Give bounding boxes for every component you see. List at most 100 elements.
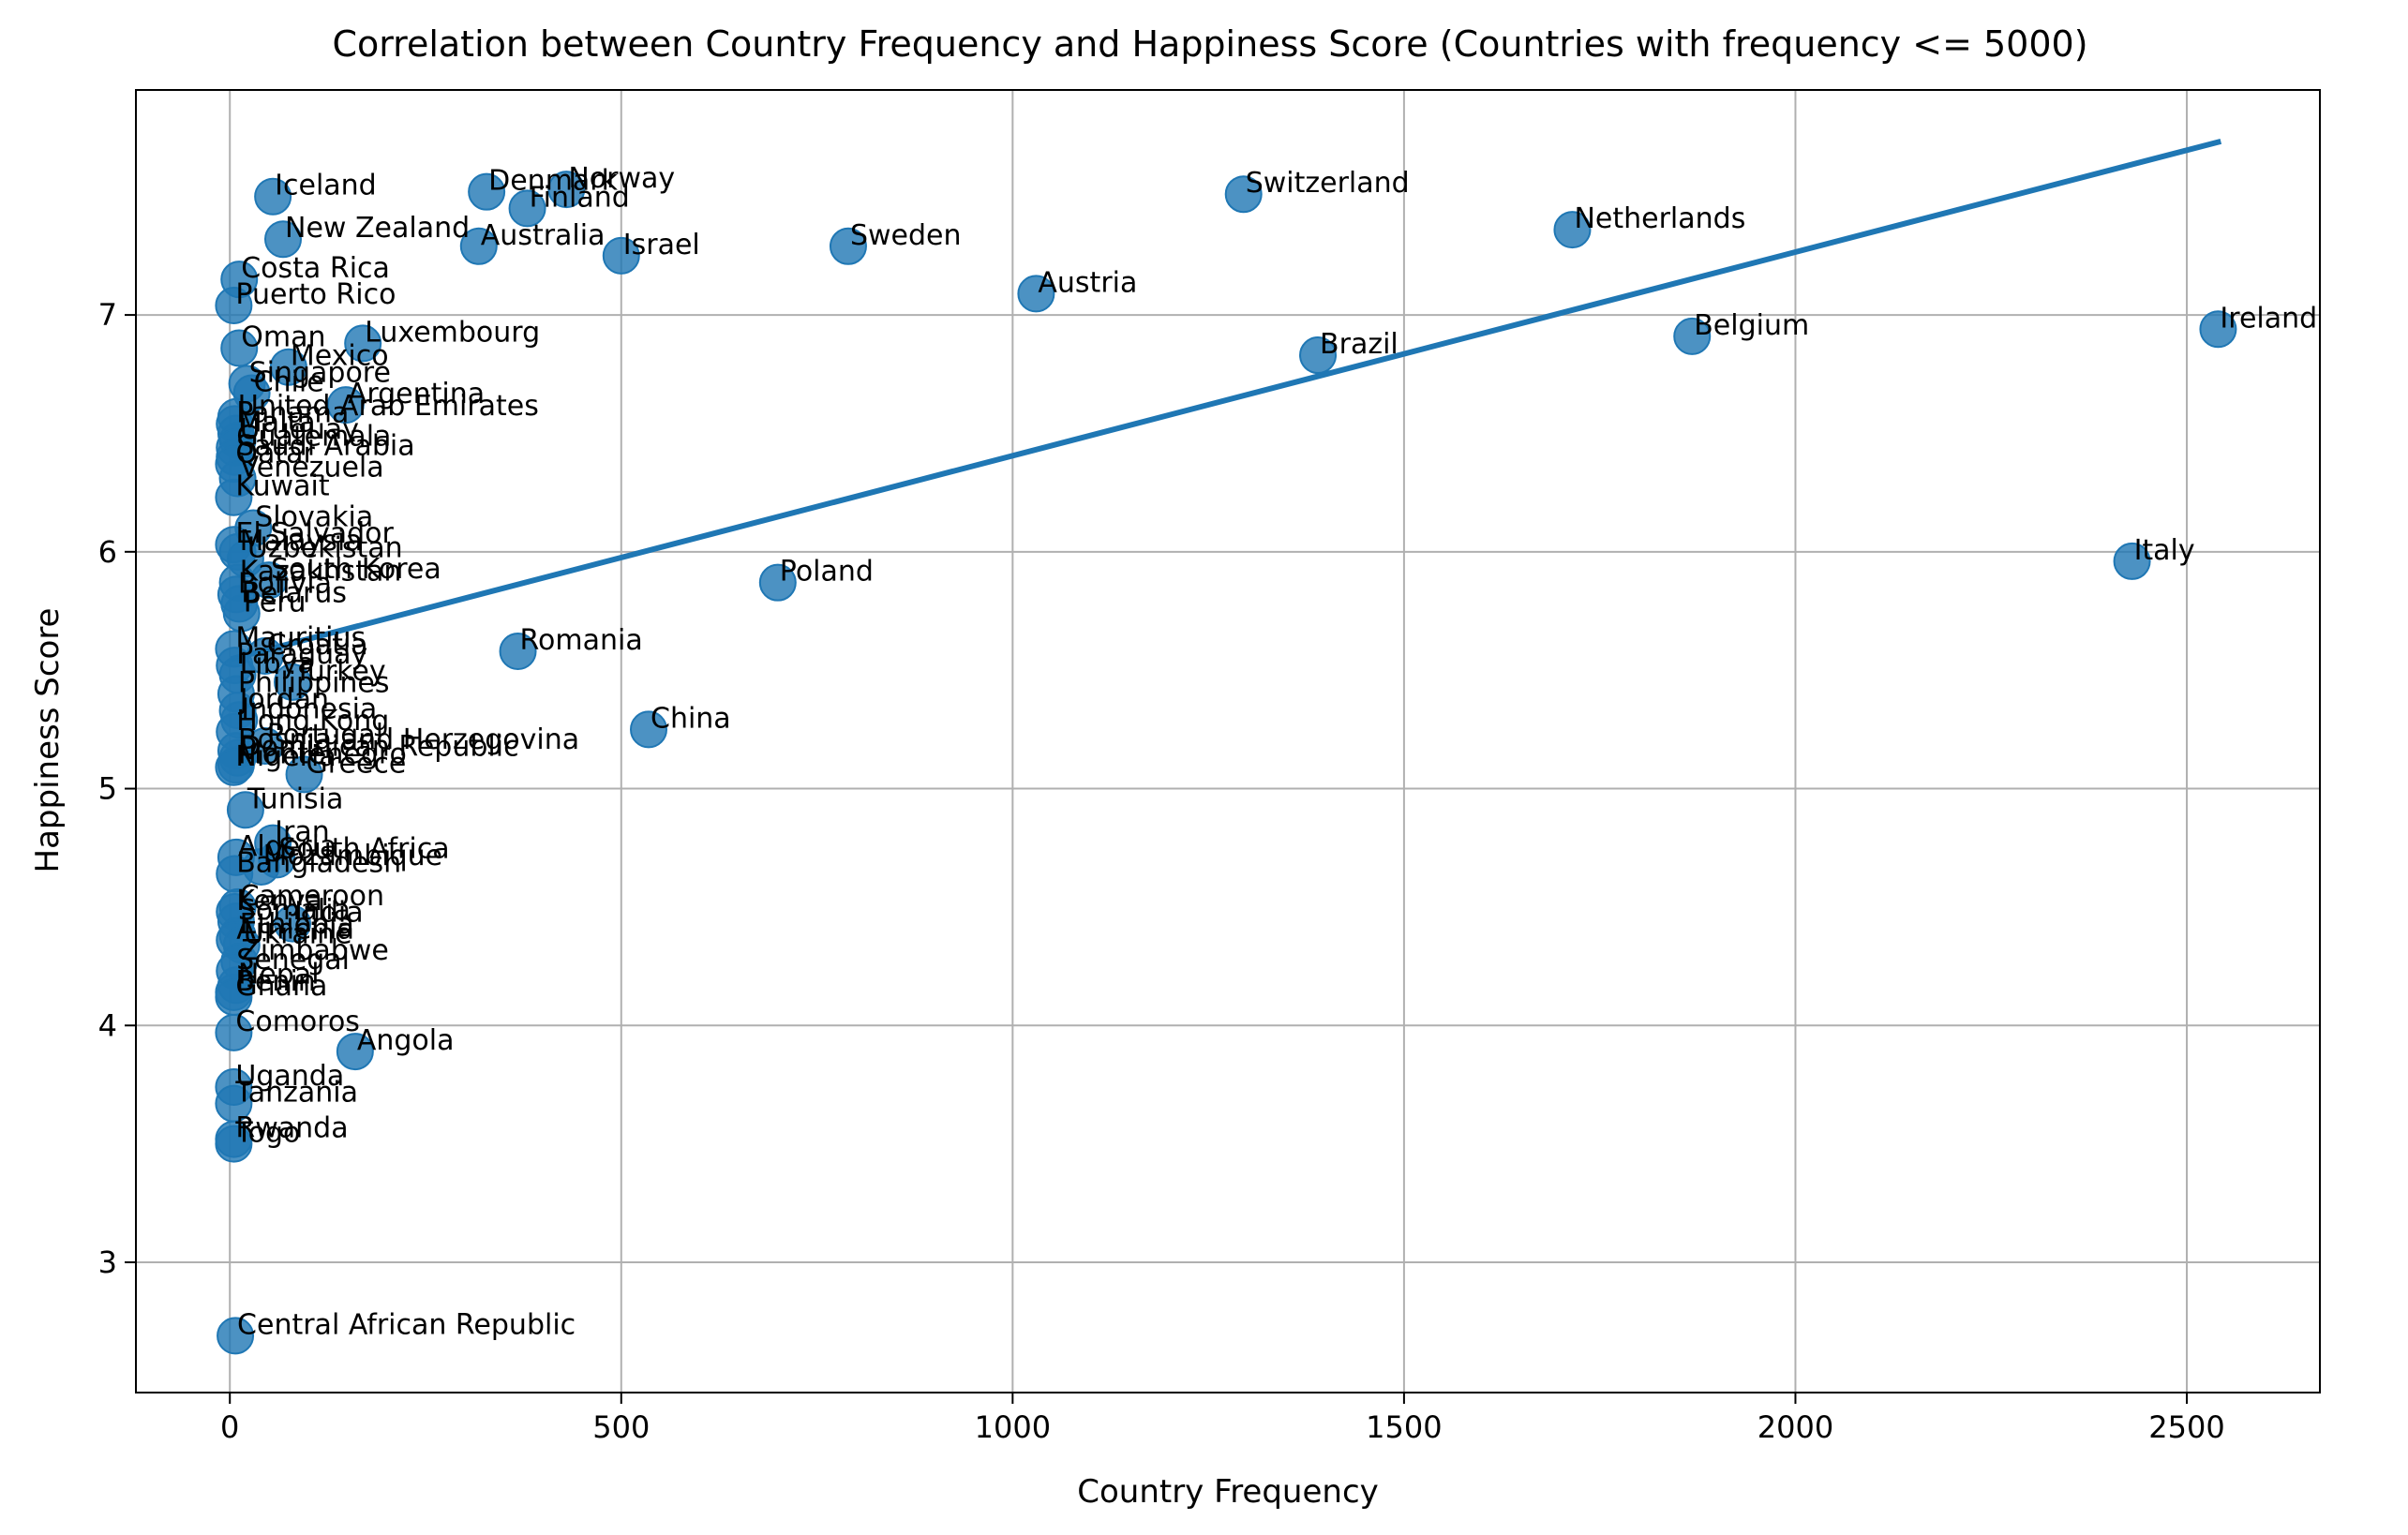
point-label: Ukraine <box>244 917 352 950</box>
data-point <box>274 663 312 701</box>
chart-title: Correlation between Country Frequency an… <box>332 23 2087 65</box>
point-label: Austria <box>1038 266 1137 299</box>
point-label: New Zealand <box>285 212 470 245</box>
data-point <box>2113 542 2151 580</box>
point-label: Bosnia and Herzegovina <box>238 723 579 756</box>
data-point <box>336 1033 374 1071</box>
y-tick-label: 3 <box>98 1244 117 1280</box>
y-tick-label: 6 <box>98 534 117 570</box>
point-label: Norway <box>568 162 675 195</box>
point-label: Peru <box>244 587 307 619</box>
data-point <box>459 227 498 265</box>
point-label: Slovakia <box>255 501 373 534</box>
point-label: Saudi Arabia <box>236 430 414 463</box>
point-label: Guatemala <box>236 421 391 454</box>
axis-ticks: 0 500 1000 1500 2000 2500 3 4 5 6 7 <box>98 297 2225 1445</box>
data-point <box>1017 275 1055 313</box>
point-label: Central African Republic <box>237 1308 576 1341</box>
data-point <box>215 478 253 516</box>
point-label: Greece <box>307 747 407 780</box>
point-label: Hong Kong <box>236 705 389 738</box>
point-label: Paraguay <box>236 638 367 671</box>
point-label: Malaysia <box>240 525 363 558</box>
point-label: Croatia <box>267 629 368 662</box>
point-label: Zimbabwe <box>241 934 389 967</box>
point-label: Costa Rica <box>241 252 390 285</box>
point-label: Ethiopia <box>240 908 354 941</box>
data-point <box>220 329 259 367</box>
x-axis-label: Country Frequency <box>1077 1473 1379 1511</box>
y-axis-label: Happiness Score <box>29 608 67 873</box>
point-label: Iran <box>275 816 330 849</box>
data-point <box>2199 310 2237 349</box>
point-label: Indonesia <box>241 693 377 725</box>
data-point <box>602 236 640 275</box>
point-label: Nigeria <box>235 740 336 773</box>
point-label: Tunisia <box>247 782 343 815</box>
point-label: Oman <box>241 320 325 353</box>
point-label: Bangladesh <box>236 847 401 880</box>
point-label: Algeria <box>238 830 337 863</box>
point-label: Belarus <box>241 576 347 609</box>
grid <box>136 90 2320 1393</box>
data-point <box>468 172 506 211</box>
point-label: Switzerland <box>1246 167 1410 200</box>
y-tick-label: 7 <box>98 297 117 333</box>
point-label: Brazil <box>1320 328 1398 361</box>
point-label: Uzbekistan <box>247 531 403 564</box>
data-point <box>1299 336 1338 375</box>
data-point <box>254 177 292 216</box>
data-point <box>829 227 867 265</box>
point-label: Puerto Rico <box>235 278 396 311</box>
x-tick-label: 0 <box>220 1409 239 1445</box>
data-points <box>215 171 2237 1355</box>
point-label: Comoros <box>235 1006 360 1038</box>
data-point <box>215 286 253 324</box>
point-label: Mauritius <box>235 621 366 654</box>
point-label: Singapore <box>249 356 391 389</box>
data-point <box>264 220 303 259</box>
point-label: Rwanda <box>235 1112 348 1145</box>
point-label: Belgium <box>1694 309 1809 342</box>
x-tick-label: 2500 <box>2148 1409 2224 1445</box>
point-label: Portugal <box>267 719 383 752</box>
point-label: Angola <box>357 1024 455 1057</box>
point-label: Uganda <box>235 1060 344 1093</box>
data-point <box>344 324 382 363</box>
point-label: Uruguay <box>240 413 360 446</box>
data-point <box>326 386 365 425</box>
point-label: Philippines <box>238 666 390 699</box>
point-label: Ghana <box>235 970 327 1003</box>
x-tick-label: 500 <box>592 1409 650 1445</box>
point-label: Luxembourg <box>365 316 540 349</box>
point-label: Cameroon <box>240 880 384 913</box>
point-label: Turkey <box>293 655 386 688</box>
point-label: Mexico <box>291 340 389 373</box>
point-label: Qatar <box>235 437 315 469</box>
point-label: Bolivia <box>238 567 332 600</box>
y-tick-label: 4 <box>98 1007 117 1043</box>
point-label: Mozambique <box>263 840 442 872</box>
point-label: Israel <box>623 229 700 261</box>
point-label: Tanzania <box>234 1077 358 1110</box>
trend-line <box>230 138 2222 663</box>
data-point <box>758 563 797 602</box>
point-label: Montenegro <box>238 738 407 770</box>
data-point <box>508 189 546 228</box>
point-label: Poland <box>780 556 874 589</box>
point-label: United Arab Emirates <box>238 390 539 423</box>
x-tick-label: 1500 <box>1366 1409 1442 1445</box>
point-label: Italy <box>2134 534 2195 567</box>
x-tick-label: 2000 <box>1757 1409 1833 1445</box>
point-label: Malta <box>238 406 316 439</box>
point-label: Togo <box>234 1117 300 1150</box>
data-point <box>1224 175 1263 214</box>
point-label: South Africa <box>278 832 449 865</box>
point-label: Libya <box>240 648 315 680</box>
point-label: Finland <box>530 181 630 214</box>
point-label: South Korea <box>271 553 441 586</box>
data-point <box>274 904 312 943</box>
point-label: Venezuela <box>240 451 384 484</box>
